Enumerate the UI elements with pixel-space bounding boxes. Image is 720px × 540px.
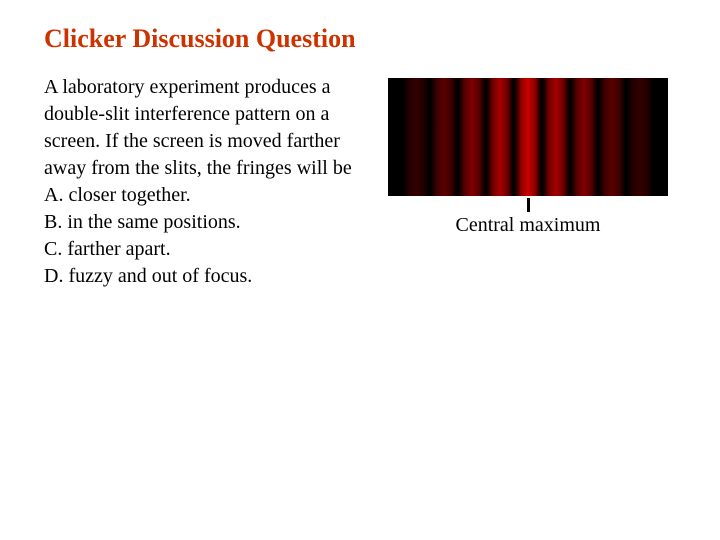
option-b: B. in the same positions. bbox=[44, 209, 364, 236]
option-a: A. closer together. bbox=[44, 182, 364, 209]
slide-title: Clicker Discussion Question bbox=[44, 24, 676, 54]
question-block: A laboratory experiment produces a doubl… bbox=[44, 74, 364, 290]
figure-block: Central maximum bbox=[388, 78, 668, 237]
question-prompt: A laboratory experiment produces a doubl… bbox=[44, 74, 364, 182]
content-row: A laboratory experiment produces a doubl… bbox=[44, 74, 676, 290]
figure-caption: Central maximum bbox=[456, 214, 601, 237]
option-c: C. farther apart. bbox=[44, 236, 364, 263]
interference-pattern bbox=[388, 78, 668, 196]
central-tick bbox=[527, 198, 530, 212]
option-d: D. fuzzy and out of focus. bbox=[44, 263, 364, 290]
